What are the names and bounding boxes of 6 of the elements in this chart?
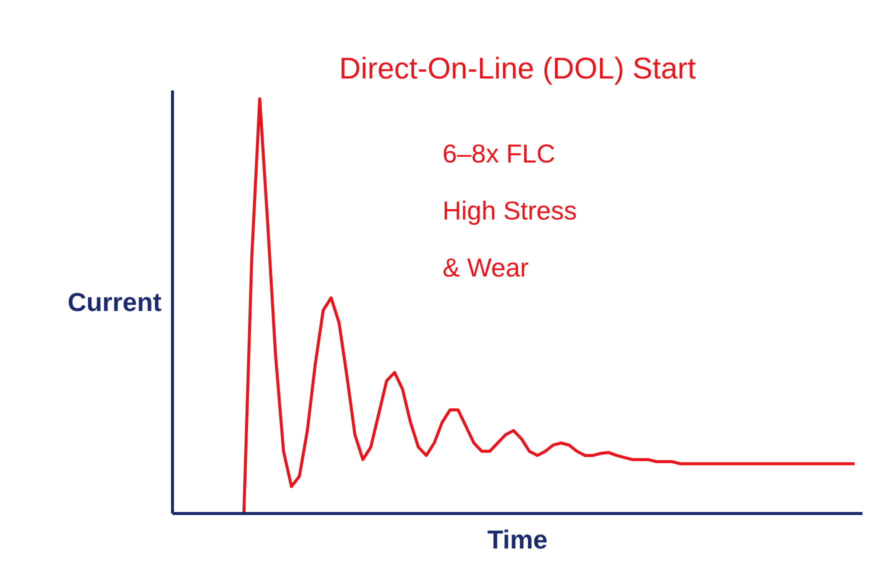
y-axis-title: Current: [68, 287, 162, 317]
x-axis-title: Time: [487, 524, 548, 554]
annotation: High Stress: [442, 196, 577, 226]
annotation: & Wear: [442, 252, 530, 282]
chart-title: Direct-On-Line (DOL) Start: [339, 52, 697, 86]
annotation: 6–8x FLC: [442, 138, 556, 168]
